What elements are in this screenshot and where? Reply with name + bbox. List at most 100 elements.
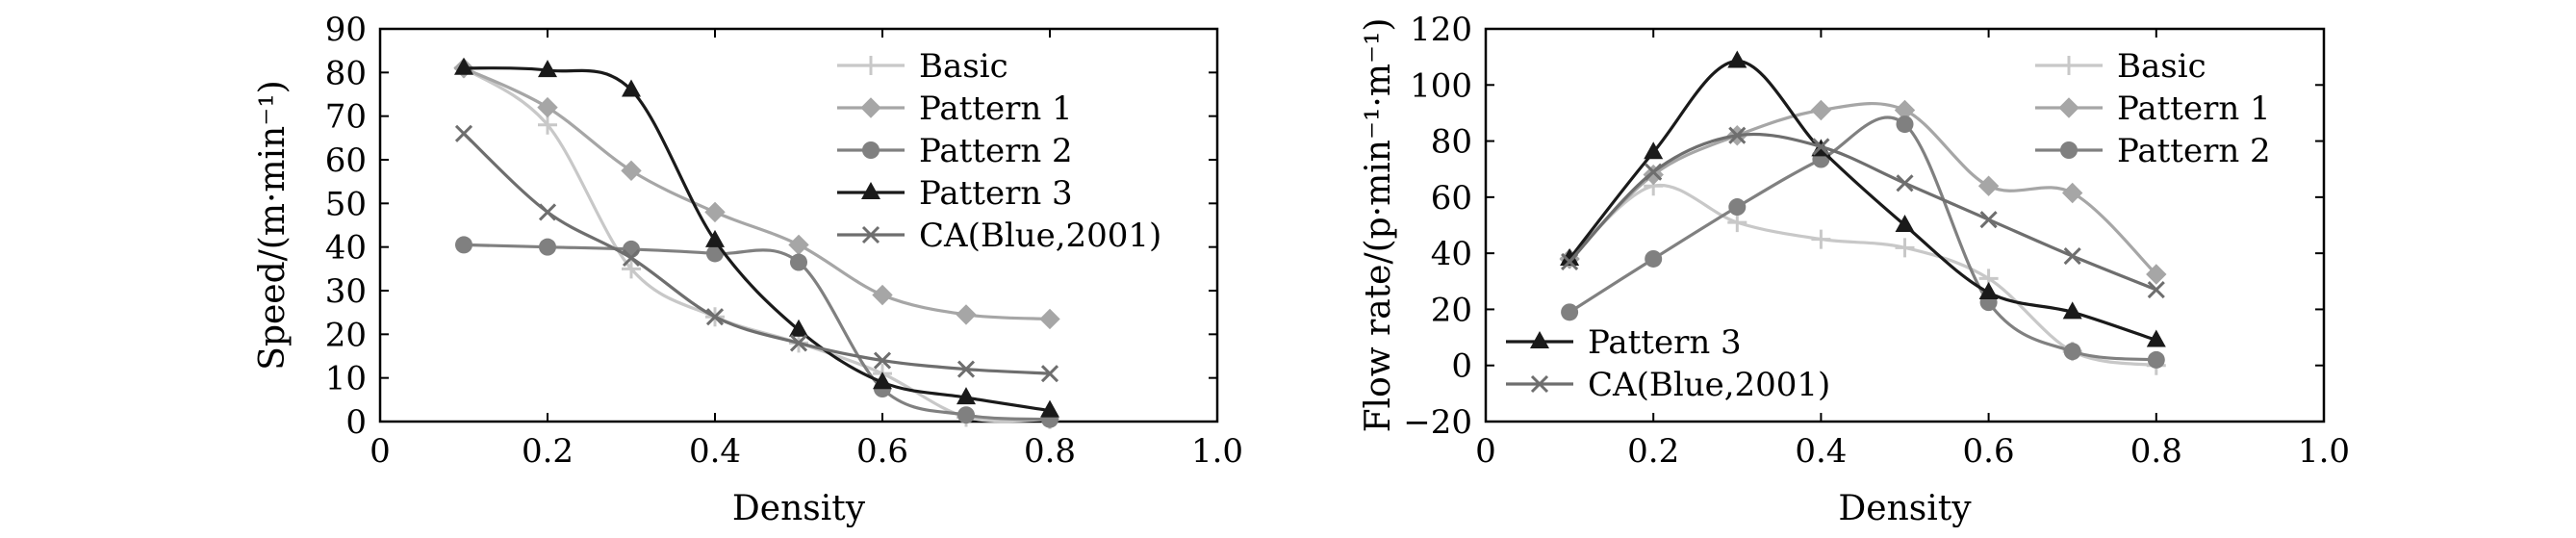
series-pattern-3 — [1560, 50, 2166, 347]
legend-label: Pattern 1 — [2117, 90, 2271, 128]
data-point — [1727, 213, 1747, 233]
y-tick-label: 60 — [1431, 179, 1472, 218]
y-tick-label: 0 — [1451, 347, 1472, 386]
data-point — [2147, 280, 2165, 299]
data-point — [1811, 229, 1831, 249]
y-axis-title: Speed/(m·min⁻¹) — [253, 80, 293, 370]
y-tick-label: 40 — [325, 229, 367, 268]
legend-marker — [1530, 374, 1549, 394]
data-point — [1728, 198, 1747, 217]
x-tick-label: 0.4 — [1795, 432, 1847, 471]
data-point — [539, 238, 556, 256]
y-tick-label: 80 — [325, 54, 367, 92]
data-point — [2147, 350, 2165, 369]
legend-label: Pattern 2 — [919, 132, 1073, 170]
data-point — [957, 406, 975, 424]
data-point — [1896, 115, 1914, 134]
y-tick-label: 120 — [1410, 11, 1472, 49]
legend-label: Basic — [919, 47, 1008, 86]
data-point — [2146, 329, 2166, 347]
legend-marker — [862, 141, 880, 159]
data-point — [622, 248, 641, 268]
legend-label: CA(Blue,2001) — [1588, 366, 1830, 404]
x-tick-label: 1.0 — [2298, 432, 2350, 471]
chart-1: 0 0.2 0.4 0.6 0.8 1.00102030405060708090Densi… — [253, 11, 1243, 528]
data-point — [1039, 308, 1060, 330]
legend-item: Basic — [2035, 47, 2206, 86]
x-tick-label: 0.4 — [689, 432, 741, 471]
x-tick-label: 0 — [370, 432, 391, 471]
data-point — [1896, 174, 1914, 192]
chart-2: 0 0.2 0.4 0.6 0.8 1.0−20020406080100120Densit… — [1359, 11, 2350, 528]
series-pattern-3 — [454, 57, 1059, 418]
legend-label: Basic — [2117, 47, 2206, 86]
y-tick-label: 20 — [1431, 291, 1472, 329]
legend-label: Pattern 1 — [919, 90, 1073, 128]
legend-item: Pattern 3 — [1506, 323, 1742, 362]
y-tick-label: 50 — [325, 185, 367, 223]
y-tick-label: 90 — [325, 11, 367, 49]
data-point — [1561, 303, 1579, 321]
data-point — [2063, 343, 2081, 361]
data-point — [1810, 99, 1832, 121]
data-point — [1645, 249, 1663, 268]
data-point — [1977, 175, 2000, 196]
data-point — [873, 351, 892, 370]
x-axis-title: Density — [732, 489, 866, 528]
y-tick-label: 30 — [325, 272, 367, 311]
plot-frame — [378, 27, 1219, 423]
data-point — [2061, 182, 2083, 204]
data-point — [956, 304, 977, 325]
data-point — [622, 259, 641, 279]
legend-marker — [2058, 97, 2079, 118]
data-point — [2063, 246, 2081, 266]
series-line — [463, 66, 1051, 413]
x-tick-label: 0.6 — [1963, 432, 2015, 471]
data-point — [872, 284, 893, 306]
legend-marker — [860, 97, 881, 118]
data-point — [1561, 252, 1579, 270]
legend-item: Pattern 2 — [2035, 132, 2271, 170]
data-point — [1895, 215, 1915, 232]
data-point — [538, 203, 557, 221]
legend-label: Pattern 3 — [1588, 323, 1742, 362]
legend: Basic Pattern 1 Pattern 2 — [2035, 47, 2271, 170]
legend-item: CA(Blue,2001) — [1506, 366, 1830, 404]
y-tick-label: 40 — [1431, 235, 1472, 273]
data-point — [705, 229, 725, 247]
y-tick-label: −20 — [1403, 403, 1472, 442]
data-point — [1727, 50, 1747, 68]
data-point — [1895, 238, 1915, 258]
data-point — [873, 371, 892, 390]
data-point — [1645, 163, 1663, 181]
y-axis-title: Flow rate/(p·min⁻¹·m⁻¹) — [1359, 18, 1398, 433]
legend-label: Pattern 2 — [2117, 132, 2271, 170]
y-tick-label: 100 — [1410, 66, 1472, 105]
legend-item: CA(Blue,2001) — [837, 217, 1161, 255]
legend-marker — [861, 182, 880, 199]
data-point — [956, 387, 976, 405]
x-tick-label: 0.6 — [856, 432, 908, 471]
data-point — [1978, 281, 1999, 299]
y-tick-label: 80 — [1431, 123, 1472, 162]
x-tick-label: 0.2 — [522, 432, 574, 471]
data-point — [789, 334, 808, 352]
legend-label: CA(Blue,2001) — [919, 217, 1161, 255]
data-point — [790, 253, 807, 271]
data-point — [956, 360, 976, 378]
legend: Pattern 3 CA(Blue,2001) — [1506, 323, 1830, 404]
data-point — [706, 244, 724, 263]
data-point — [538, 115, 557, 135]
x-tick-label: 0.8 — [2130, 432, 2182, 471]
data-point — [454, 57, 473, 75]
data-point — [788, 234, 809, 256]
data-point — [1728, 126, 1747, 144]
legend-item: Pattern 1 — [2035, 90, 2271, 128]
legend-marker — [861, 225, 880, 244]
data-point — [704, 201, 726, 223]
x-tick-label: 0.8 — [1024, 432, 1076, 471]
legend-item: Pattern 3 — [837, 174, 1073, 213]
legend-marker — [861, 56, 880, 75]
data-point — [1812, 138, 1830, 156]
data-point — [537, 96, 558, 118]
